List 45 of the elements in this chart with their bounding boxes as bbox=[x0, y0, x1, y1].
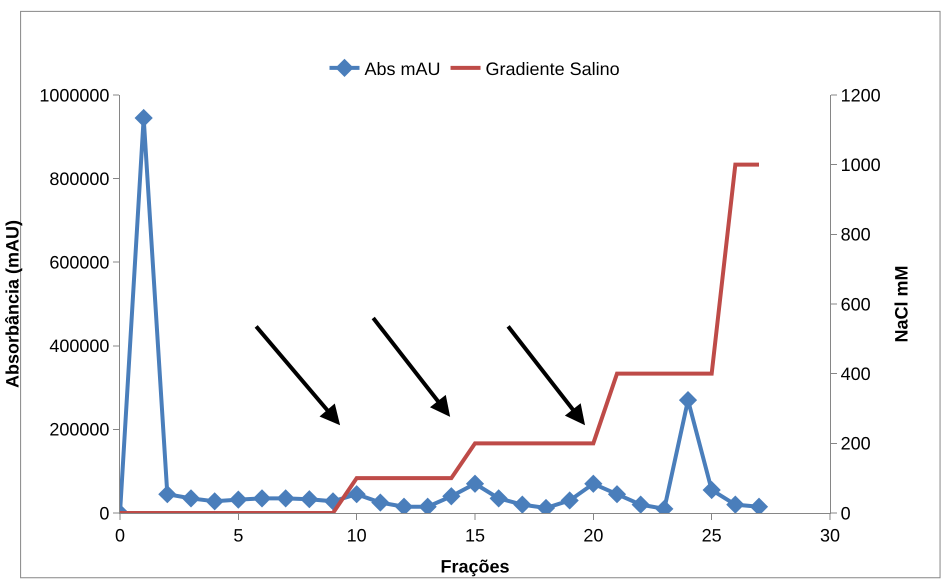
legend-label: Abs mAU bbox=[364, 58, 441, 79]
point bbox=[513, 496, 532, 513]
x-tick-label: 25 bbox=[702, 526, 722, 546]
point bbox=[608, 485, 626, 504]
x-tick-label: 15 bbox=[464, 526, 486, 546]
point bbox=[276, 489, 295, 508]
point bbox=[632, 496, 650, 513]
y-tick-label: 0 bbox=[99, 503, 110, 524]
point bbox=[560, 491, 579, 510]
x-tick-label: 10 bbox=[346, 526, 367, 546]
point bbox=[466, 474, 484, 493]
y2-tick-label: 800 bbox=[840, 224, 871, 245]
y-axis-title: Absorbância (mAU) bbox=[2, 220, 23, 388]
y2-tick-label: 1200 bbox=[840, 85, 881, 106]
y2-tick-label: 200 bbox=[840, 434, 871, 454]
y2-tick-label: 1000 bbox=[840, 154, 881, 175]
point bbox=[371, 493, 390, 512]
x-tick-label: 0 bbox=[114, 526, 126, 546]
y2-tick-label: 400 bbox=[840, 364, 871, 384]
y2-tick-label: 0 bbox=[840, 503, 851, 524]
point bbox=[348, 485, 366, 504]
x-tick-label: 30 bbox=[820, 526, 840, 546]
point bbox=[678, 391, 698, 410]
x-tick-label: 20 bbox=[583, 526, 604, 546]
point bbox=[726, 496, 744, 513]
point bbox=[229, 490, 248, 509]
x-tick-label: 5 bbox=[233, 526, 244, 546]
legend-label: Gradiente Salino bbox=[486, 58, 620, 79]
point bbox=[584, 474, 602, 493]
point bbox=[206, 492, 224, 510]
point bbox=[442, 487, 460, 506]
y-tick-label: 800000 bbox=[49, 168, 110, 189]
x-axis-title: Frações bbox=[440, 556, 510, 577]
y-tick-label: 200000 bbox=[49, 420, 110, 440]
point bbox=[252, 489, 272, 508]
point bbox=[300, 490, 318, 508]
point bbox=[182, 489, 200, 508]
y-tick-label: 600000 bbox=[49, 252, 110, 272]
y-tick-label: 1000000 bbox=[39, 85, 110, 106]
point bbox=[702, 480, 721, 500]
y-tick-label: 400000 bbox=[49, 336, 110, 356]
y2-axis-title: NaCl mM bbox=[892, 265, 912, 343]
point bbox=[490, 489, 508, 508]
point bbox=[158, 485, 176, 504]
y2-tick-label: 600 bbox=[840, 294, 871, 314]
